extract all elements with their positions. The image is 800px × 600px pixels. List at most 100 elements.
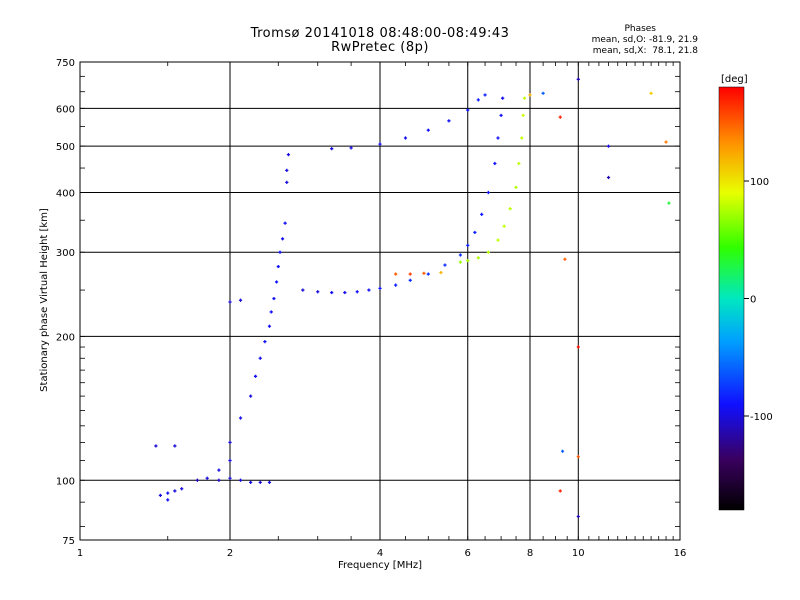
colorbar-tick-label: -100 xyxy=(750,412,773,423)
data-point xyxy=(563,257,567,261)
data-point xyxy=(408,272,412,276)
data-point xyxy=(274,280,279,284)
data-point xyxy=(285,168,289,172)
data-point xyxy=(576,345,580,349)
data-point xyxy=(394,283,398,287)
data-point xyxy=(480,212,484,216)
data-point xyxy=(394,272,398,276)
data-point xyxy=(576,77,580,81)
y-tick-label: 200 xyxy=(56,332,75,343)
data-point xyxy=(606,144,611,148)
data-point xyxy=(367,288,371,292)
data-point xyxy=(458,253,463,257)
x-tick-label: 16 xyxy=(674,548,687,559)
data-point xyxy=(558,489,562,493)
y-tick-label: 500 xyxy=(56,142,75,153)
data-point xyxy=(166,491,170,495)
data-point xyxy=(447,119,451,123)
y-tick-label: 300 xyxy=(56,248,75,259)
data-point xyxy=(249,394,253,398)
data-point xyxy=(173,444,177,448)
data-point xyxy=(272,296,276,301)
data-point xyxy=(476,256,480,260)
data-point xyxy=(476,98,480,102)
x-axis-label: Frequency [MHz] xyxy=(338,560,422,571)
data-point xyxy=(180,487,184,491)
x-tick-label: 4 xyxy=(377,548,383,559)
data-point xyxy=(664,140,668,144)
data-point xyxy=(514,185,518,189)
data-point xyxy=(408,278,412,282)
data-point xyxy=(558,115,562,119)
data-point xyxy=(520,136,524,140)
data-point xyxy=(528,93,532,97)
data-point xyxy=(276,264,280,269)
y-tick-label: 600 xyxy=(56,104,75,115)
data-point xyxy=(493,161,497,166)
data-point xyxy=(439,270,443,275)
data-point xyxy=(278,250,282,254)
data-point xyxy=(217,478,221,482)
data-point xyxy=(280,237,285,241)
data-point xyxy=(228,458,232,463)
data-point xyxy=(517,161,521,166)
chart-subtitle: RwPretec (8p) xyxy=(331,40,429,55)
data-point xyxy=(228,476,232,480)
data-point xyxy=(249,480,253,484)
data-point xyxy=(667,201,671,205)
x-tick-label: 6 xyxy=(465,548,471,559)
data-point xyxy=(349,146,353,150)
data-point xyxy=(576,514,580,519)
data-point xyxy=(443,263,447,267)
data-point xyxy=(173,489,177,493)
data-point xyxy=(403,136,408,140)
data-point xyxy=(330,147,334,151)
data-point xyxy=(466,259,470,263)
data-point xyxy=(355,290,359,294)
data-point xyxy=(258,356,262,360)
data-point xyxy=(576,455,580,459)
data-point xyxy=(378,286,382,291)
data-point xyxy=(378,142,382,146)
data-point xyxy=(458,260,463,264)
data-points xyxy=(154,77,671,519)
data-point xyxy=(466,243,470,248)
data-point xyxy=(499,113,503,117)
data-point xyxy=(483,93,487,97)
data-point xyxy=(426,128,430,132)
colorbar-tick-label: 100 xyxy=(750,177,769,188)
data-point xyxy=(466,108,470,112)
y-axis-label: Stationary phase Virtual Height [km] xyxy=(39,208,50,392)
tick-marks xyxy=(79,61,681,540)
data-point xyxy=(205,476,209,480)
data-point xyxy=(269,310,273,314)
data-point xyxy=(473,230,477,235)
y-tick-label: 750 xyxy=(56,58,75,69)
data-point xyxy=(508,207,512,211)
data-point xyxy=(521,113,525,117)
data-point xyxy=(267,480,272,484)
data-point xyxy=(502,224,506,228)
data-point xyxy=(486,250,490,254)
data-point xyxy=(606,175,611,180)
data-point xyxy=(649,91,653,95)
colorbar xyxy=(718,86,745,511)
data-point xyxy=(267,324,272,328)
stats-o-mode: mean, sd,O: -81.9, 21.9 xyxy=(591,35,698,45)
x-tick-label: 10 xyxy=(572,548,585,559)
data-point xyxy=(486,190,490,195)
data-point xyxy=(283,221,287,225)
data-point xyxy=(285,180,289,184)
stats-x-mode: mean, sd,X: 78.1, 21.8 xyxy=(592,46,698,56)
data-point xyxy=(426,272,430,276)
data-point xyxy=(228,440,232,445)
data-point xyxy=(263,340,267,344)
y-tick-label: 400 xyxy=(56,188,75,199)
data-point xyxy=(228,300,232,304)
data-point xyxy=(522,96,527,100)
data-point xyxy=(238,298,243,302)
x-tick-label: 8 xyxy=(527,548,533,559)
data-point xyxy=(301,288,305,292)
data-point xyxy=(238,416,243,420)
